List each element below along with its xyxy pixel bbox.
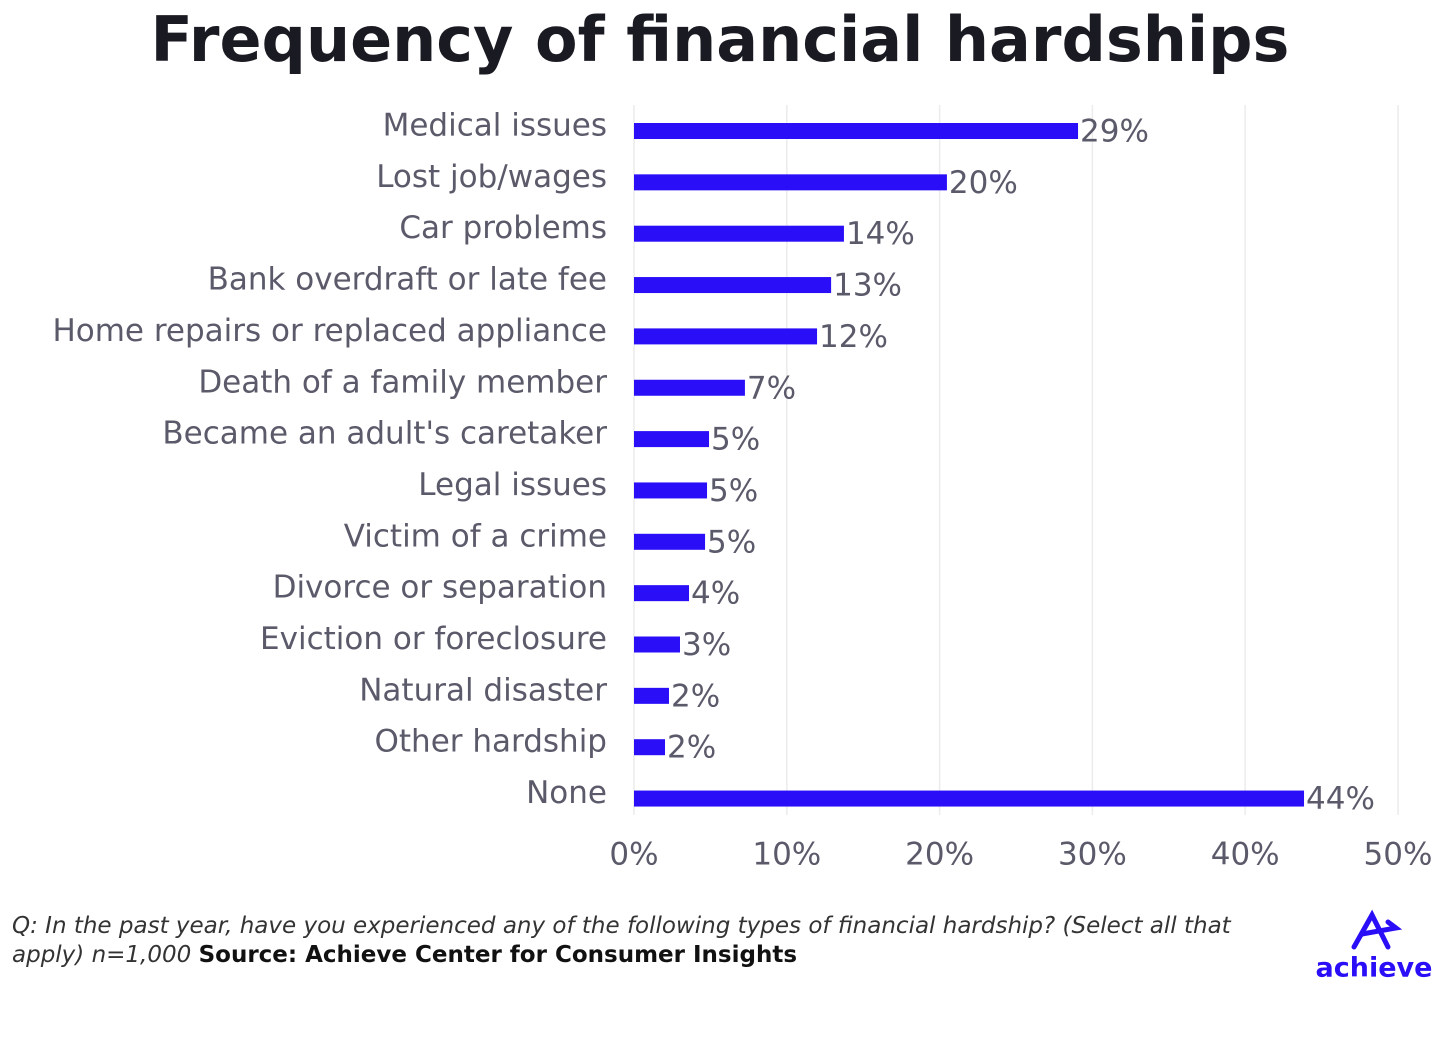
value-label: 2%	[667, 730, 716, 766]
value-label: 5%	[711, 422, 760, 458]
question-note: Q: In the past year, have you experience…	[12, 913, 1231, 968]
category-label: Eviction or foreclosure	[260, 621, 607, 657]
bar	[634, 379, 745, 396]
category-label: Bank overdraft or late fee	[208, 262, 607, 298]
chart-title: Frequency of financial hardships	[151, 3, 1290, 76]
bar	[634, 585, 690, 602]
bar	[634, 277, 832, 294]
bar	[634, 431, 710, 448]
x-tick-label: 40%	[1211, 837, 1280, 873]
bar	[634, 225, 844, 242]
value-label: 13%	[833, 268, 902, 304]
value-label: 12%	[819, 319, 888, 355]
x-tick-label: 30%	[1058, 837, 1127, 873]
category-label: Became an adult's caretaker	[162, 416, 607, 452]
logo-a	[1351, 909, 1391, 950]
value-label: 7%	[747, 370, 796, 406]
x-tick-label: 0%	[609, 837, 658, 873]
value-label: 5%	[709, 473, 758, 509]
value-label: 5%	[707, 524, 756, 560]
x-tick-label: 20%	[905, 837, 974, 873]
logo-text: achieve	[1316, 953, 1433, 984]
category-label: Car problems	[399, 210, 607, 246]
category-label: Home repairs or replaced appliance	[52, 313, 607, 349]
footnote: Q: In the past year, have you experience…	[12, 912, 1302, 970]
bar	[634, 636, 680, 653]
value-label: 44%	[1306, 781, 1375, 817]
category-label: Lost job/wages	[376, 159, 607, 195]
value-label: 29%	[1080, 114, 1149, 150]
x-tick-label: 10%	[752, 837, 821, 873]
category-label: Legal issues	[418, 467, 607, 503]
bar	[634, 123, 1079, 139]
x-tick-label: 50%	[1364, 837, 1433, 873]
value-label: 4%	[691, 576, 740, 612]
category-label: Death of a family member	[198, 364, 607, 400]
bar	[634, 739, 666, 756]
category-label: Other hardship	[375, 724, 608, 760]
bar	[634, 482, 708, 499]
category-label: Divorce or separation	[273, 570, 607, 606]
value-label: 2%	[671, 678, 720, 714]
value-label: 3%	[682, 627, 731, 663]
category-label: Medical issues	[383, 108, 607, 144]
logo-icon	[1351, 909, 1403, 950]
logo-arrow	[1359, 919, 1403, 937]
source: Source: Achieve Center for Consumer Insi…	[198, 942, 798, 968]
bar	[634, 533, 706, 550]
bar	[634, 328, 818, 345]
category-label: Natural disaster	[359, 672, 607, 708]
bar	[634, 174, 947, 191]
bar	[634, 790, 1305, 807]
value-label: 20%	[949, 165, 1018, 201]
value-label: 14%	[846, 216, 915, 252]
bar	[634, 687, 669, 704]
category-label: Victim of a crime	[344, 518, 607, 554]
category-label: None	[526, 775, 607, 811]
